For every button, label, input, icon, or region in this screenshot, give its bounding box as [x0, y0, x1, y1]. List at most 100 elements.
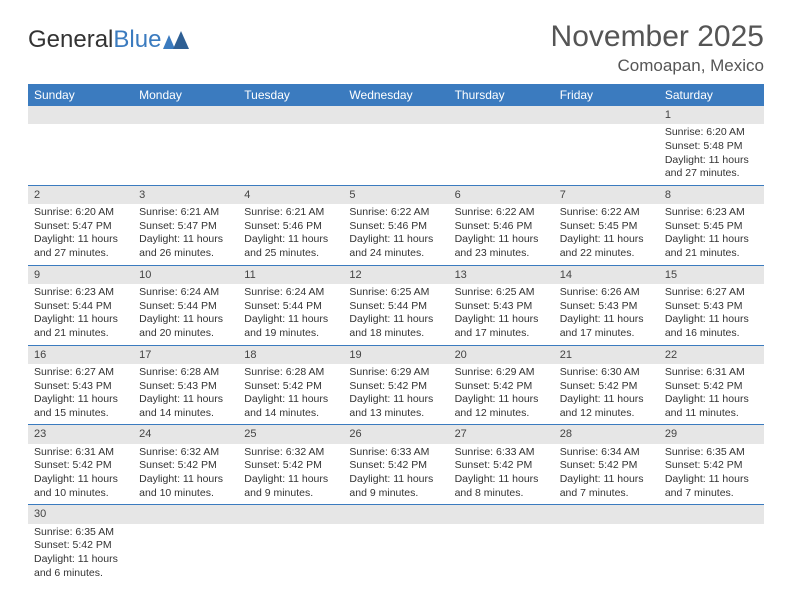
- day-number: 5: [343, 186, 448, 204]
- sunrise-text: Sunrise: 6:26 AM: [560, 286, 653, 300]
- day-number: [554, 505, 659, 523]
- day-body: Sunrise: 6:29 AMSunset: 5:42 PMDaylight:…: [449, 364, 554, 425]
- day-body: Sunrise: 6:33 AMSunset: 5:42 PMDaylight:…: [449, 444, 554, 505]
- sunrise-text: Sunrise: 6:23 AM: [665, 206, 758, 220]
- sunrise-text: Sunrise: 6:28 AM: [244, 366, 337, 380]
- daylight-text: Daylight: 11 hours and 6 minutes.: [34, 553, 127, 580]
- sunrise-text: Sunrise: 6:32 AM: [244, 446, 337, 460]
- sunrise-text: Sunrise: 6:35 AM: [34, 526, 127, 540]
- calendar-week: 2Sunrise: 6:20 AMSunset: 5:47 PMDaylight…: [28, 185, 764, 265]
- daylight-text: Daylight: 11 hours and 9 minutes.: [244, 473, 337, 500]
- day-number: [133, 106, 238, 124]
- calendar-cell: [343, 106, 448, 185]
- daylight-text: Daylight: 11 hours and 12 minutes.: [560, 393, 653, 420]
- calendar-cell: 26Sunrise: 6:33 AMSunset: 5:42 PMDayligh…: [343, 425, 448, 505]
- calendar-cell: [28, 106, 133, 185]
- day-body: Sunrise: 6:22 AMSunset: 5:45 PMDaylight:…: [554, 204, 659, 265]
- sunrise-text: Sunrise: 6:22 AM: [560, 206, 653, 220]
- daylight-text: Daylight: 11 hours and 19 minutes.: [244, 313, 337, 340]
- daylight-text: Daylight: 11 hours and 24 minutes.: [349, 233, 442, 260]
- calendar-head: SundayMondayTuesdayWednesdayThursdayFrid…: [28, 84, 764, 106]
- day-number: [554, 106, 659, 124]
- day-number: 27: [449, 425, 554, 443]
- sunset-text: Sunset: 5:42 PM: [455, 380, 548, 394]
- day-body: Sunrise: 6:32 AMSunset: 5:42 PMDaylight:…: [238, 444, 343, 505]
- logo-flag-icon: [163, 31, 189, 49]
- calendar-cell: 28Sunrise: 6:34 AMSunset: 5:42 PMDayligh…: [554, 425, 659, 505]
- daylight-text: Daylight: 11 hours and 17 minutes.: [455, 313, 548, 340]
- sunrise-text: Sunrise: 6:29 AM: [349, 366, 442, 380]
- day-body: Sunrise: 6:25 AMSunset: 5:44 PMDaylight:…: [343, 284, 448, 345]
- sunrise-text: Sunrise: 6:20 AM: [34, 206, 127, 220]
- calendar-cell: 30 Sunrise: 6:35 AMSunset: 5:42 PMDayligh…: [28, 505, 133, 584]
- day-number: 30: [28, 505, 133, 523]
- day-number: 19: [343, 346, 448, 364]
- daylight-text: Daylight: 11 hours and 9 minutes.: [349, 473, 442, 500]
- day-body: Sunrise: 6:24 AMSunset: 5:44 PMDaylight:…: [238, 284, 343, 345]
- calendar-cell: 8Sunrise: 6:23 AMSunset: 5:45 PMDaylight…: [659, 185, 764, 265]
- calendar-cell: [659, 505, 764, 584]
- day-number: 10: [133, 266, 238, 284]
- day-body: Sunrise: 6:21 AMSunset: 5:46 PMDaylight:…: [238, 204, 343, 265]
- sunset-text: Sunset: 5:44 PM: [349, 300, 442, 314]
- daylight-text: Daylight: 11 hours and 27 minutes.: [34, 233, 127, 260]
- day-body: Sunrise: 6:31 AMSunset: 5:42 PMDaylight:…: [659, 364, 764, 425]
- calendar-cell: 5Sunrise: 6:22 AMSunset: 5:46 PMDaylight…: [343, 185, 448, 265]
- sunrise-text: Sunrise: 6:33 AM: [455, 446, 548, 460]
- sunset-text: Sunset: 5:47 PM: [139, 220, 232, 234]
- daylight-text: Daylight: 11 hours and 17 minutes.: [560, 313, 653, 340]
- sunset-text: Sunset: 5:47 PM: [34, 220, 127, 234]
- sunrise-text: Sunrise: 6:33 AM: [349, 446, 442, 460]
- sunset-text: Sunset: 5:42 PM: [665, 459, 758, 473]
- day-body: Sunrise: 6:28 AMSunset: 5:43 PMDaylight:…: [133, 364, 238, 425]
- calendar-cell: 21Sunrise: 6:30 AMSunset: 5:42 PMDayligh…: [554, 345, 659, 425]
- day-header: Friday: [554, 84, 659, 106]
- day-number: 13: [449, 266, 554, 284]
- daylight-text: Daylight: 11 hours and 7 minutes.: [560, 473, 653, 500]
- calendar-cell: 22Sunrise: 6:31 AMSunset: 5:42 PMDayligh…: [659, 345, 764, 425]
- sunrise-text: Sunrise: 6:23 AM: [34, 286, 127, 300]
- calendar-week: 23Sunrise: 6:31 AMSunset: 5:42 PMDayligh…: [28, 425, 764, 505]
- sunset-text: Sunset: 5:46 PM: [244, 220, 337, 234]
- sunset-text: Sunset: 5:42 PM: [560, 459, 653, 473]
- daylight-text: Daylight: 11 hours and 21 minutes.: [34, 313, 127, 340]
- day-number: 8: [659, 186, 764, 204]
- sunset-text: Sunset: 5:45 PM: [560, 220, 653, 234]
- day-header: Sunday: [28, 84, 133, 106]
- sunrise-text: Sunrise: 6:24 AM: [244, 286, 337, 300]
- calendar-cell: 9Sunrise: 6:23 AMSunset: 5:44 PMDaylight…: [28, 265, 133, 345]
- daylight-text: Daylight: 11 hours and 27 minutes.: [665, 154, 758, 181]
- daylight-text: Daylight: 11 hours and 20 minutes.: [139, 313, 232, 340]
- calendar-cell: 27Sunrise: 6:33 AMSunset: 5:42 PMDayligh…: [449, 425, 554, 505]
- sunset-text: Sunset: 5:44 PM: [139, 300, 232, 314]
- calendar-cell: 25Sunrise: 6:32 AMSunset: 5:42 PMDayligh…: [238, 425, 343, 505]
- sunset-text: Sunset: 5:42 PM: [34, 459, 127, 473]
- sunset-text: Sunset: 5:42 PM: [34, 539, 127, 553]
- day-number: 15: [659, 266, 764, 284]
- day-body: Sunrise: 6:23 AMSunset: 5:44 PMDaylight:…: [28, 284, 133, 345]
- daylight-text: Daylight: 11 hours and 13 minutes.: [349, 393, 442, 420]
- day-number: 23: [28, 425, 133, 443]
- day-number: 12: [343, 266, 448, 284]
- sunrise-text: Sunrise: 6:27 AM: [665, 286, 758, 300]
- calendar-cell: [133, 505, 238, 584]
- sunset-text: Sunset: 5:42 PM: [665, 380, 758, 394]
- calendar-cell: 13Sunrise: 6:25 AMSunset: 5:43 PMDayligh…: [449, 265, 554, 345]
- day-header: Monday: [133, 84, 238, 106]
- day-number: 17: [133, 346, 238, 364]
- calendar-cell: 16Sunrise: 6:27 AMSunset: 5:43 PMDayligh…: [28, 345, 133, 425]
- daylight-text: Daylight: 11 hours and 15 minutes.: [34, 393, 127, 420]
- day-number: 14: [554, 266, 659, 284]
- daylight-text: Daylight: 11 hours and 23 minutes.: [455, 233, 548, 260]
- day-header: Wednesday: [343, 84, 448, 106]
- logo-text-general: General: [28, 26, 113, 54]
- sunrise-text: Sunrise: 6:29 AM: [455, 366, 548, 380]
- header: GeneralBlue November 2025 Comoapan, Mexi…: [28, 20, 764, 76]
- sunset-text: Sunset: 5:42 PM: [349, 380, 442, 394]
- daylight-text: Daylight: 11 hours and 14 minutes.: [244, 393, 337, 420]
- sunrise-text: Sunrise: 6:27 AM: [34, 366, 127, 380]
- day-number: 3: [133, 186, 238, 204]
- calendar-week: 9Sunrise: 6:23 AMSunset: 5:44 PMDaylight…: [28, 265, 764, 345]
- day-number: 28: [554, 425, 659, 443]
- calendar-cell: 11Sunrise: 6:24 AMSunset: 5:44 PMDayligh…: [238, 265, 343, 345]
